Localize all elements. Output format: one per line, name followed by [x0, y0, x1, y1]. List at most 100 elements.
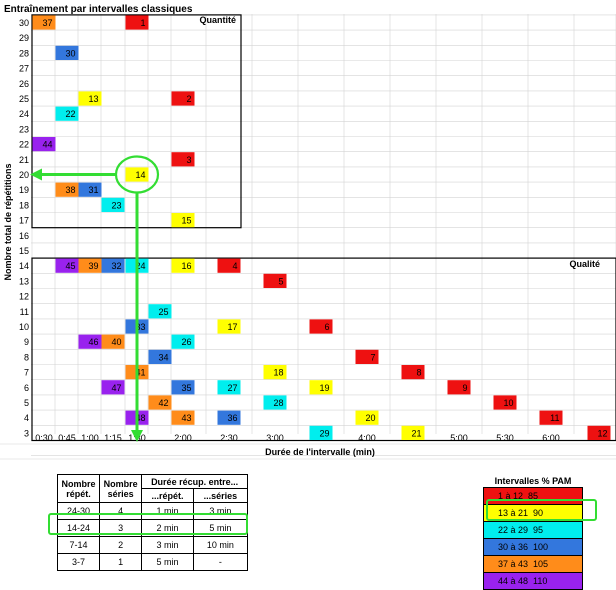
y-tick-label: 15 [19, 246, 29, 256]
data-point [263, 273, 287, 288]
x-tick-label: 5:00 [450, 433, 468, 443]
legend-row: 1 à 12 85 [483, 487, 583, 505]
data-point [148, 395, 172, 410]
data-label: 47 [111, 383, 121, 393]
data-point [55, 182, 79, 197]
chart-title: Entraînement par intervalles classiques [4, 4, 193, 15]
data-label: 7 [370, 352, 375, 362]
data-point [125, 15, 149, 30]
data-label: 35 [181, 383, 191, 393]
data-point [171, 334, 195, 349]
data-point [539, 410, 563, 425]
data-point [217, 410, 241, 425]
data-point [101, 197, 125, 212]
data-label: 48 [135, 413, 145, 423]
data-label: 8 [416, 368, 421, 378]
table-row: 24-30 4 1 min 3 min [56, 502, 249, 520]
y-tick-label: 10 [19, 322, 29, 332]
y-tick-label: 23 [19, 124, 29, 134]
grid [0, 14, 616, 460]
data-point [587, 425, 611, 440]
x-axis-label: Durée de l'intervalle (min) [265, 447, 375, 457]
data-point [171, 410, 195, 425]
legend-title: Intervalles % PAM [483, 474, 583, 488]
data-point [78, 182, 102, 197]
data-label: 40 [111, 337, 121, 347]
y-tick-label: 27 [19, 64, 29, 74]
table-row: 3-7 1 5 min - [56, 553, 249, 571]
data-point [78, 258, 102, 273]
y-tick-label: 18 [19, 200, 29, 210]
data-label: 38 [65, 185, 75, 195]
data-point [101, 380, 125, 395]
y-tick-label: 6 [24, 383, 29, 393]
data-label: 43 [181, 413, 191, 423]
data-point [309, 425, 333, 440]
data-label: 13 [88, 94, 98, 104]
y-tick-label: 28 [19, 48, 29, 58]
table-row: 14-24 3 2 min 5 min [56, 519, 249, 537]
data-label: 42 [158, 398, 168, 408]
data-point [447, 380, 471, 395]
recovery-table: Nombre répét. Nombre séries Durée récup. e… [56, 474, 249, 571]
table-row: 7-14 2 3 min 10 min [56, 536, 249, 554]
x-tick-label: 4:00 [358, 433, 376, 443]
data-label: 18 [273, 368, 283, 378]
y-tick-label: 8 [24, 352, 29, 362]
data-point [493, 395, 517, 410]
data-point [148, 349, 172, 364]
x-tick-label: 2:00 [174, 433, 192, 443]
data-label: 44 [42, 140, 52, 150]
y-tick-label: 9 [24, 337, 29, 347]
data-point [101, 334, 125, 349]
data-point [217, 319, 241, 334]
data-point [55, 106, 79, 121]
header-reps: Nombre répét. [56, 474, 101, 503]
data-label: 31 [88, 185, 98, 195]
x-tick-label: 0:45 [58, 433, 76, 443]
y-tick-label: 4 [24, 413, 29, 423]
x-tick-label: 6:00 [542, 433, 560, 443]
x-tick-label: 0:30 [35, 433, 53, 443]
data-label: 46 [88, 337, 98, 347]
y-tick-label: 17 [19, 216, 29, 226]
y-tick-label: 25 [19, 94, 29, 104]
data-label: 11 [550, 413, 559, 423]
data-label: 32 [111, 261, 121, 271]
data-label: 1 [140, 18, 145, 28]
data-label: 2 [186, 94, 191, 104]
header-recup-rep: ...répét. [141, 488, 194, 503]
data-label: 29 [319, 428, 329, 438]
data-point [355, 410, 379, 425]
data-label: 39 [88, 261, 98, 271]
x-tick-label: 1:00 [81, 433, 99, 443]
y-tick-label: 19 [19, 185, 29, 195]
data-label: 23 [111, 200, 121, 210]
arrow-left-head [30, 168, 42, 181]
data-point [78, 334, 102, 349]
data-label: 34 [158, 352, 168, 362]
header-recup: Durée récup. entre... [141, 474, 248, 489]
data-point [78, 91, 102, 106]
data-label: 3 [186, 155, 191, 165]
legend-row: 22 à 29 95 [483, 521, 583, 539]
legend-row: 13 à 21 90 [483, 504, 583, 522]
data-point [171, 380, 195, 395]
data-point [217, 258, 241, 273]
data-point [32, 15, 56, 30]
x-tick-label: 1:15 [104, 433, 122, 443]
data-label: 25 [158, 307, 168, 317]
data-point [32, 137, 56, 152]
data-label: 12 [597, 428, 607, 438]
y-tick-label: 7 [24, 368, 29, 378]
data-point [355, 349, 379, 364]
y-tick-label: 16 [19, 231, 29, 241]
data-label: 16 [181, 261, 191, 271]
y-axis-label: Nombre total de répétitions [3, 163, 13, 280]
data-label: 30 [65, 48, 75, 58]
x-tick-label: 2:30 [220, 433, 238, 443]
y-tick-label: 13 [19, 276, 29, 286]
data-label: 9 [462, 383, 467, 393]
y-tick-label: 14 [19, 261, 29, 271]
region-label-quantite: Quantité [199, 15, 236, 25]
